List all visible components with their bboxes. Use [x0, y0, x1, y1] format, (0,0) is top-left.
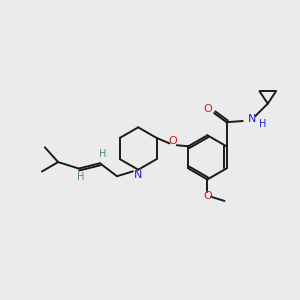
- Text: O: O: [203, 104, 212, 114]
- Text: H: H: [259, 118, 266, 129]
- Text: O: O: [169, 136, 177, 146]
- Text: H: H: [77, 172, 85, 182]
- Text: N: N: [248, 114, 256, 124]
- Text: H: H: [99, 149, 106, 159]
- Text: N: N: [134, 170, 142, 180]
- Text: O: O: [203, 190, 212, 201]
